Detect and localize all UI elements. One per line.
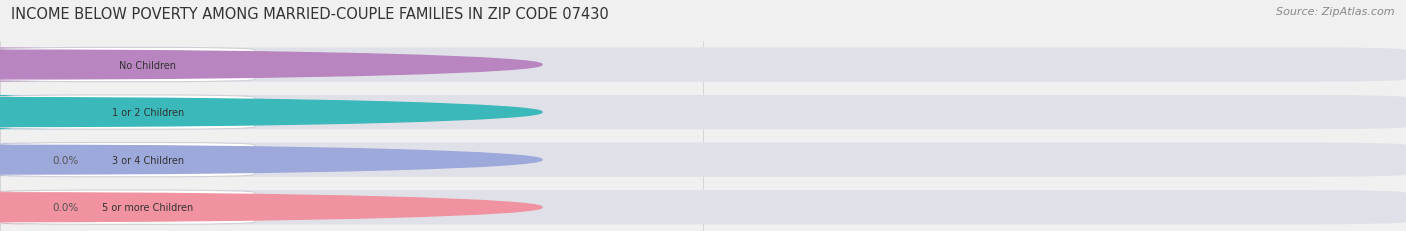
Text: 0.0%: 0.0% — [53, 202, 79, 212]
Circle shape — [0, 146, 541, 174]
FancyBboxPatch shape — [0, 190, 254, 224]
Text: 0.0%: 0.0% — [53, 155, 79, 165]
Circle shape — [0, 193, 541, 222]
Text: No Children: No Children — [120, 60, 176, 70]
Circle shape — [0, 51, 541, 79]
FancyBboxPatch shape — [0, 96, 91, 130]
Text: INCOME BELOW POVERTY AMONG MARRIED-COUPLE FAMILIES IN ZIP CODE 07430: INCOME BELOW POVERTY AMONG MARRIED-COUPL… — [11, 7, 609, 22]
FancyBboxPatch shape — [0, 48, 91, 82]
FancyBboxPatch shape — [0, 96, 254, 130]
Text: 3 or 4 Children: 3 or 4 Children — [111, 155, 184, 165]
FancyBboxPatch shape — [0, 48, 1406, 82]
FancyBboxPatch shape — [0, 190, 1406, 224]
Text: 1 or 2 Children: 1 or 2 Children — [111, 108, 184, 118]
FancyBboxPatch shape — [0, 143, 254, 177]
FancyBboxPatch shape — [0, 143, 53, 177]
Text: 5 or more Children: 5 or more Children — [103, 202, 194, 212]
Circle shape — [0, 98, 541, 127]
FancyBboxPatch shape — [0, 48, 254, 82]
FancyBboxPatch shape — [0, 143, 1406, 177]
FancyBboxPatch shape — [0, 190, 53, 224]
Text: Source: ZipAtlas.com: Source: ZipAtlas.com — [1277, 7, 1395, 17]
FancyBboxPatch shape — [0, 96, 1406, 130]
